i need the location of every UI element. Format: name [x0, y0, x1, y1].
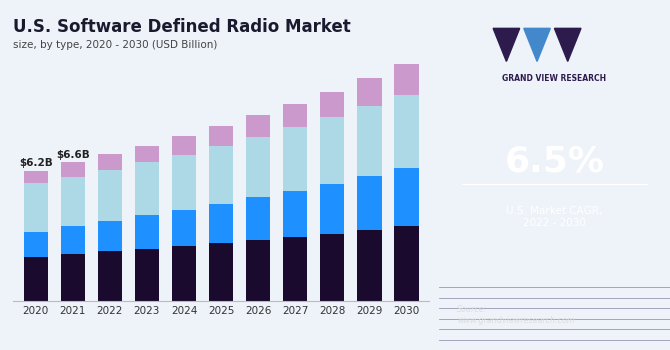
Text: $6.2B: $6.2B — [19, 158, 52, 168]
Bar — [283, 237, 308, 301]
Bar — [61, 162, 85, 177]
Polygon shape — [555, 28, 581, 62]
Bar — [395, 94, 419, 168]
Text: $6.6B: $6.6B — [56, 150, 90, 160]
Bar — [135, 248, 159, 301]
Polygon shape — [493, 28, 520, 62]
Bar — [23, 257, 48, 301]
Bar — [98, 154, 122, 170]
Bar — [23, 183, 48, 232]
Polygon shape — [524, 28, 550, 62]
Bar — [98, 170, 122, 220]
Bar — [98, 220, 122, 251]
Bar — [320, 184, 344, 234]
Text: 6.5%: 6.5% — [505, 144, 604, 178]
Bar — [395, 64, 419, 94]
Bar — [61, 254, 85, 301]
Bar — [172, 246, 196, 301]
Bar — [61, 226, 85, 254]
Bar — [135, 162, 159, 215]
Bar — [246, 137, 270, 197]
Bar — [283, 191, 308, 237]
Bar — [357, 106, 381, 176]
Bar — [172, 136, 196, 155]
Bar — [357, 176, 381, 230]
Bar — [209, 204, 233, 243]
Bar — [246, 116, 270, 137]
Bar — [246, 197, 270, 240]
Bar — [135, 215, 159, 248]
Bar — [357, 78, 381, 106]
Text: U.S. Market CAGR,
2022 - 2030: U.S. Market CAGR, 2022 - 2030 — [507, 206, 602, 228]
Text: GRAND VIEW RESEARCH: GRAND VIEW RESEARCH — [502, 74, 606, 83]
Text: U.S. Software Defined Radio Market: U.S. Software Defined Radio Market — [13, 18, 351, 35]
Bar — [135, 146, 159, 162]
Bar — [395, 226, 419, 301]
Bar — [357, 230, 381, 301]
Bar — [23, 171, 48, 183]
Text: Source:
www.grandviewresearch.com: Source: www.grandviewresearch.com — [458, 305, 575, 325]
Bar — [209, 126, 233, 146]
Bar — [395, 168, 419, 226]
Bar — [320, 92, 344, 117]
Bar — [320, 234, 344, 301]
Text: size, by type, 2020 - 2030 (USD Billion): size, by type, 2020 - 2030 (USD Billion) — [13, 40, 218, 50]
Bar — [209, 243, 233, 301]
Bar — [283, 127, 308, 191]
Bar — [23, 232, 48, 257]
Bar — [283, 104, 308, 127]
Bar — [209, 146, 233, 204]
Bar — [172, 155, 196, 210]
Bar — [172, 210, 196, 246]
Bar — [61, 177, 85, 226]
Bar — [246, 240, 270, 301]
Bar — [320, 117, 344, 184]
Bar — [98, 251, 122, 301]
